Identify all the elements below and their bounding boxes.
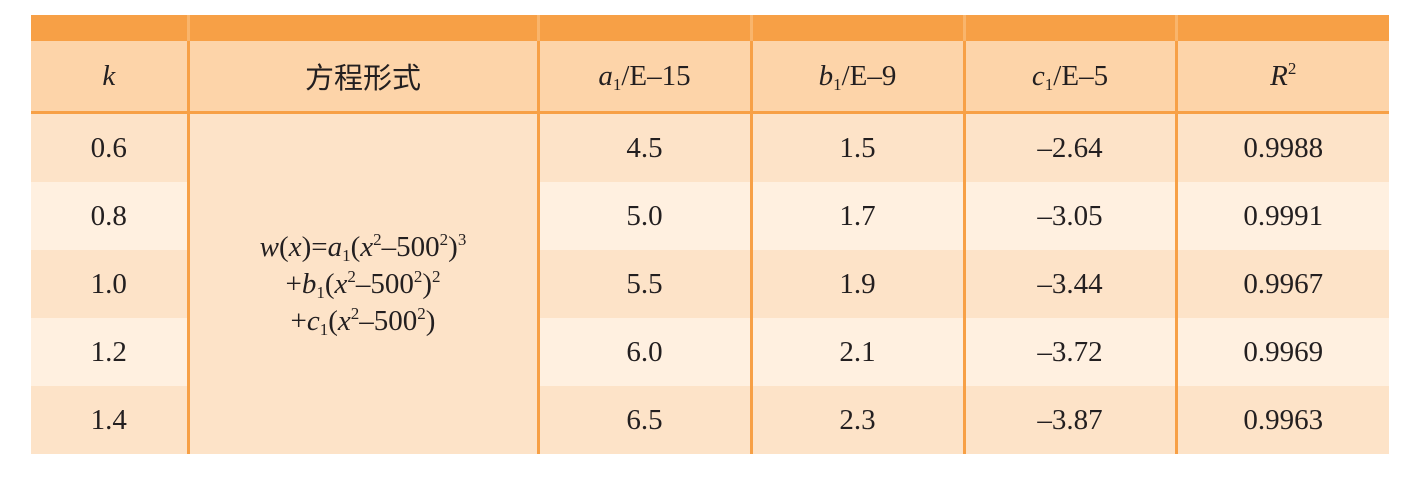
fit-table-container: k 方程形式 a1/E–15 b1/E–9 c1/E–5 R2 0.6 w(x)… bbox=[31, 15, 1389, 454]
table-row: 1.2 6.0 2.1 –3.72 0.9969 bbox=[31, 318, 1389, 386]
table-row: 0.6 w(x)=a1(x2–5002)3 +b1(x2–5002)2 +c1(… bbox=[31, 112, 1389, 454]
cell-k: 1.2 bbox=[31, 318, 188, 386]
formula-line-1: w(x)=a1(x2–5002)3 bbox=[259, 229, 467, 265]
cell-a1: 6.0 bbox=[536, 318, 751, 386]
cell-c1: –3.87 bbox=[962, 386, 1176, 454]
cell-c1: –2.64 bbox=[962, 112, 1176, 182]
equation-form-cell: w(x)=a1(x2–5002)3 +b1(x2–5002)2 +c1(x2–5… bbox=[186, 112, 538, 454]
cell-c1: –3.72 bbox=[962, 318, 1176, 386]
cell-b1: 1.9 bbox=[749, 250, 964, 318]
cell-c1: –3.05 bbox=[962, 182, 1176, 250]
cell-a1: 6.5 bbox=[536, 386, 751, 454]
formula-line-3: +c1(x2–5002) bbox=[290, 303, 436, 339]
cell-a1: 5.0 bbox=[536, 182, 751, 250]
cell-c1: –3.44 bbox=[962, 250, 1176, 318]
cell-k: 0.8 bbox=[31, 182, 188, 250]
fit-table: k 方程形式 a1/E–15 b1/E–9 c1/E–5 R2 0.6 w(x)… bbox=[31, 15, 1389, 454]
table-row: 1.0 5.5 1.9 –3.44 0.9967 bbox=[31, 250, 1389, 318]
cell-b1: 2.3 bbox=[749, 386, 964, 454]
cell-a1: 4.5 bbox=[536, 112, 751, 182]
table-header-row: k 方程形式 a1/E–15 b1/E–9 c1/E–5 R2 bbox=[31, 41, 1389, 114]
cell-r2: 0.9969 bbox=[1174, 318, 1389, 386]
cell-a1: 5.5 bbox=[536, 250, 751, 318]
cell-r2: 0.9967 bbox=[1174, 250, 1389, 318]
cell-b1: 2.1 bbox=[749, 318, 964, 386]
cell-b1: 1.7 bbox=[749, 182, 964, 250]
cell-r2: 0.9991 bbox=[1174, 182, 1389, 250]
header-k: k bbox=[31, 41, 188, 114]
table-top-bar bbox=[31, 15, 1389, 41]
table-row: 1.4 6.5 2.3 –3.87 0.9963 bbox=[31, 386, 1389, 454]
cell-k: 1.4 bbox=[31, 386, 188, 454]
header-a1: a1/E–15 bbox=[536, 41, 751, 114]
header-c1: c1/E–5 bbox=[962, 41, 1176, 114]
formula-line-2: +b1(x2–5002)2 bbox=[285, 266, 441, 302]
cell-r2: 0.9988 bbox=[1174, 112, 1389, 182]
cell-k: 1.0 bbox=[31, 250, 188, 318]
header-r2: R2 bbox=[1174, 41, 1389, 114]
header-equation-form: 方程形式 bbox=[186, 41, 538, 114]
cell-b1: 1.5 bbox=[749, 112, 964, 182]
cell-k: 0.6 bbox=[31, 112, 188, 182]
header-b1: b1/E–9 bbox=[749, 41, 964, 114]
table-row: 0.8 5.0 1.7 –3.05 0.9991 bbox=[31, 182, 1389, 250]
cell-r2: 0.9963 bbox=[1174, 386, 1389, 454]
